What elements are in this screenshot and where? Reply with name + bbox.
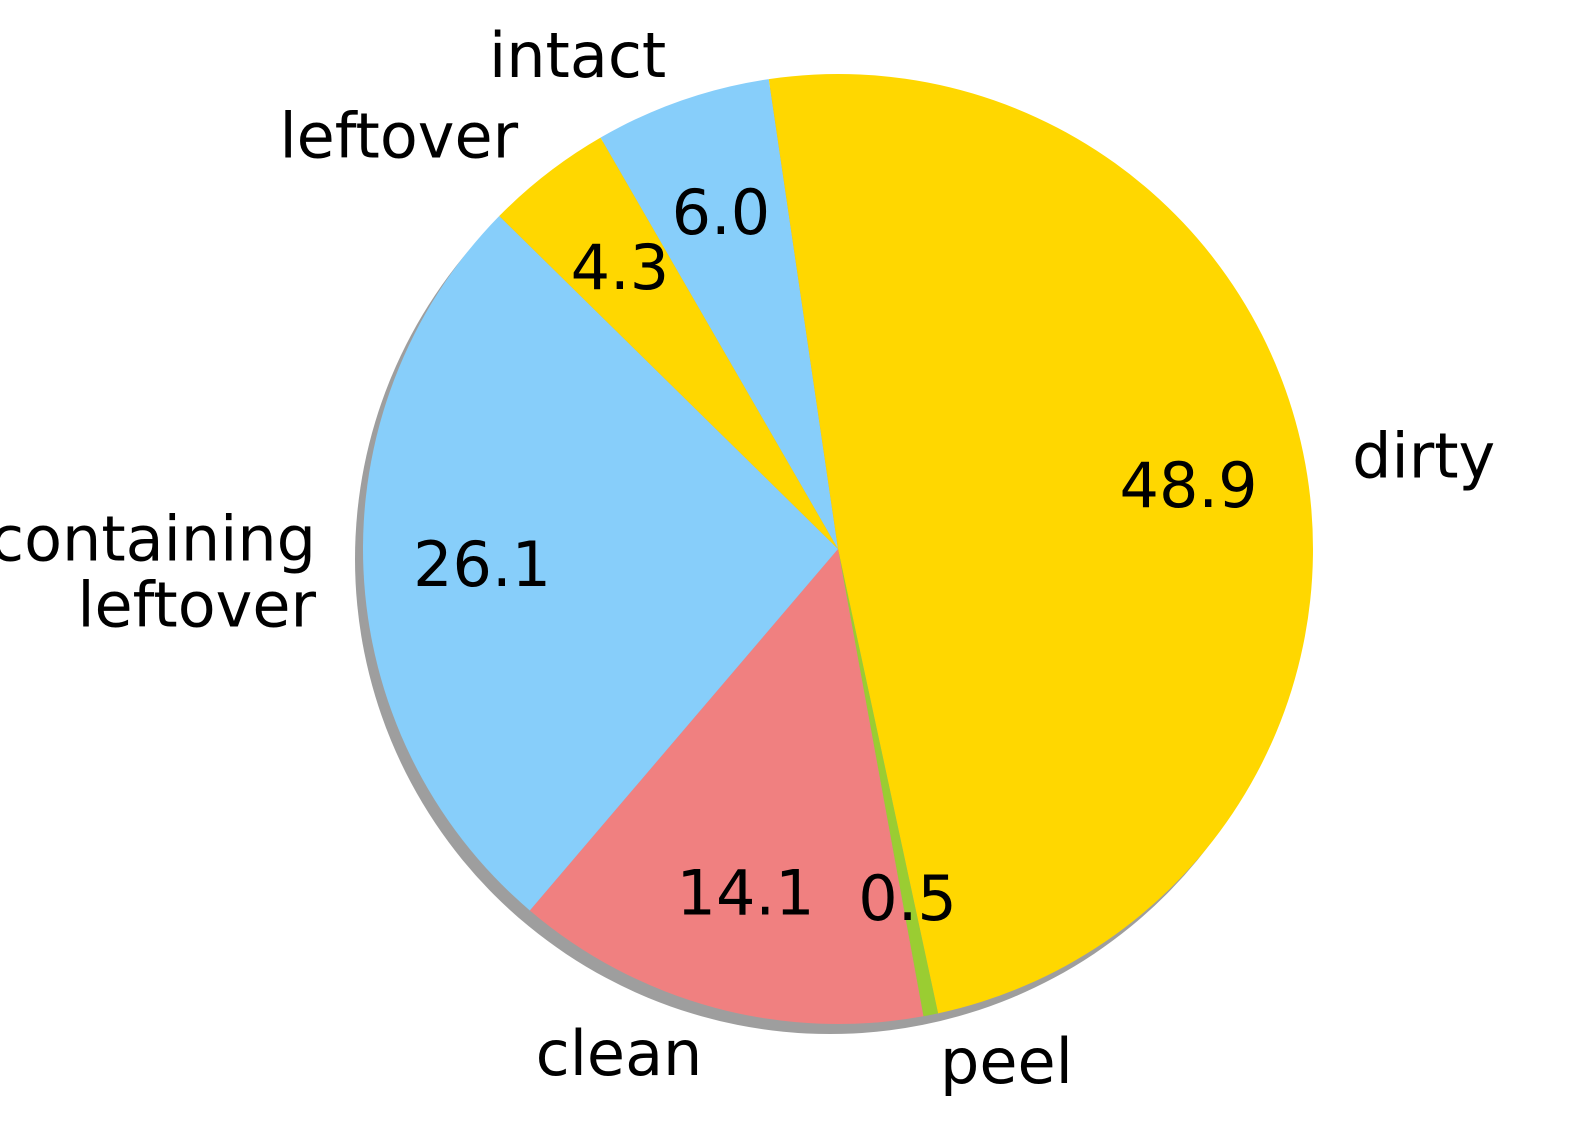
label-line: clean [536,1017,703,1090]
value-labels: 6.0 48.9 0.5 14.1 26.1 4.3 [413,176,1257,935]
value-containing-leftover: 26.1 [413,528,551,601]
value-peel: 0.5 [858,862,957,935]
label-peel: peel [940,1025,1073,1098]
value-leftover: 4.3 [571,231,670,304]
label-line: containing [0,502,316,575]
slice-peel [838,549,939,1017]
value-intact: 6.0 [672,176,771,249]
slice-intact [600,79,838,549]
label-line: peel [940,1025,1073,1098]
slice-dirty [768,74,1313,1014]
value-clean: 14.1 [677,857,815,930]
label-clean: clean [536,1017,703,1090]
label-dirty: dirty [1352,419,1495,492]
label-intact: intact [489,19,666,92]
label-line: dirty [1352,419,1495,492]
slice-leftover [499,137,838,549]
pie-slices [362,74,1313,1025]
label-line: leftover [279,99,518,172]
label-line: leftover [77,568,316,641]
label-line: intact [489,19,666,92]
slice-containing-leftover [362,216,838,911]
label-containing-leftover: containing leftover [0,502,317,641]
label-leftover: leftover [279,99,518,172]
value-dirty: 48.9 [1120,449,1258,522]
slice-clean [529,549,924,1025]
